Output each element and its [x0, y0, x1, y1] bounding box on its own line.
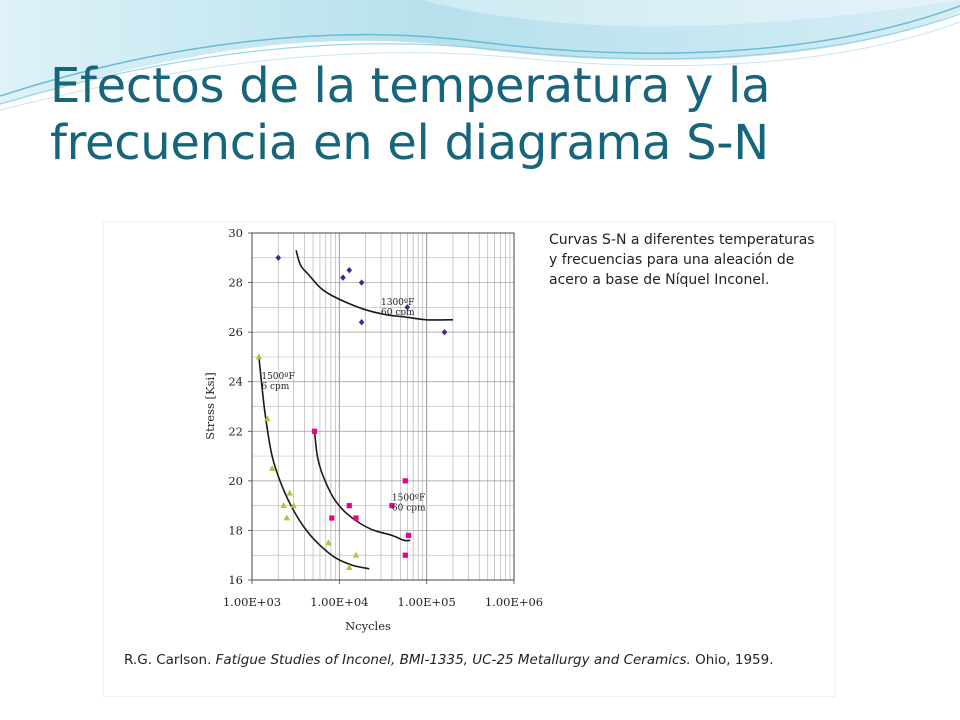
data-point-square	[402, 478, 408, 484]
data-point-diamond	[346, 266, 353, 274]
citation: R.G. Carlson. Fatigue Studies of Inconel…	[124, 650, 824, 671]
series-label: 1500ºF	[261, 372, 294, 382]
header-wave-decoration	[0, 0, 960, 111]
chart-grid	[251, 233, 514, 580]
figure-caption: Curvas S-N a diferentes temperaturas y f…	[549, 232, 815, 288]
y-tick-label: 26	[228, 325, 243, 339]
y-tick-label: 30	[228, 226, 243, 240]
series-label: 1500ºF	[392, 494, 425, 504]
data-point-diamond	[441, 328, 448, 336]
series-label: 60 cpm	[392, 504, 426, 514]
data-point-square	[402, 552, 408, 558]
data-point-triangle	[346, 564, 353, 571]
data-point-square	[346, 503, 352, 509]
data-point-square	[389, 503, 395, 509]
y-tick-label: 16	[228, 573, 243, 587]
data-point-diamond	[358, 319, 365, 326]
y-tick-label: 20	[228, 474, 243, 488]
x-axis-label: Ncycles	[345, 619, 391, 633]
data-point-triangle	[283, 514, 290, 521]
citation-author: R.G. Carlson.	[124, 652, 216, 668]
data-point-diamond	[275, 254, 282, 261]
axis-ticks: 16 18 20 22 24 26 28 30 1.00E+03 1.00E+04 1.00E+05…	[223, 226, 543, 609]
y-tick-label: 18	[228, 523, 243, 537]
data-point-triangle	[286, 489, 293, 496]
slide-title: Efectos de la temperatura y la frecuenci…	[50, 58, 771, 172]
data-point-triangle	[290, 502, 297, 509]
data-point-diamond	[340, 274, 346, 281]
fit-curve	[258, 356, 370, 570]
data-point-square	[405, 532, 412, 538]
series-label: 1300ºF	[381, 298, 414, 308]
figure-panel: 16 18 20 22 24 26 28 30 1.00E+03 1.00E+04 1.00E+05…	[104, 222, 835, 696]
data-point-square	[311, 428, 318, 434]
y-tick-label: 28	[228, 276, 243, 290]
data-point-square	[353, 515, 359, 521]
sn-chart: 16 18 20 22 24 26 28 30 1.00E+03 1.00E+04 1.00E+05…	[203, 226, 543, 633]
fit-curve	[295, 250, 454, 321]
data-points	[255, 254, 448, 571]
x-tick-label: 1.00E+06	[485, 595, 543, 609]
data-point-triangle	[255, 353, 263, 360]
data-point-triangle	[352, 551, 360, 558]
series-label: 60 cpm	[381, 308, 415, 318]
data-point-diamond	[404, 304, 411, 311]
y-axis-label: Stress [Ksi]	[203, 372, 217, 439]
y-tick-label: 22	[228, 424, 243, 438]
citation-place-year: Ohio, 1959.	[690, 652, 774, 668]
data-point-triangle	[325, 539, 332, 546]
plot-area-border	[251, 232, 515, 581]
data-point-diamond	[358, 279, 365, 286]
citation-work: Fatigue Studies of Inconel, BMI-1335, UC…	[215, 652, 691, 668]
data-point-square	[329, 515, 335, 521]
data-point-triangle	[280, 502, 287, 509]
x-tick-label: 1.00E+05	[398, 595, 456, 609]
series-label: 6 cpm	[261, 382, 289, 392]
data-point-triangle	[268, 464, 276, 471]
x-tick-label: 1.00E+03	[223, 595, 281, 609]
fit-curves	[258, 250, 454, 570]
x-tick-label: 1.00E+04	[310, 595, 368, 609]
fit-curve	[313, 431, 411, 542]
data-point-triangle	[264, 415, 271, 422]
y-tick-label: 24	[228, 375, 243, 389]
